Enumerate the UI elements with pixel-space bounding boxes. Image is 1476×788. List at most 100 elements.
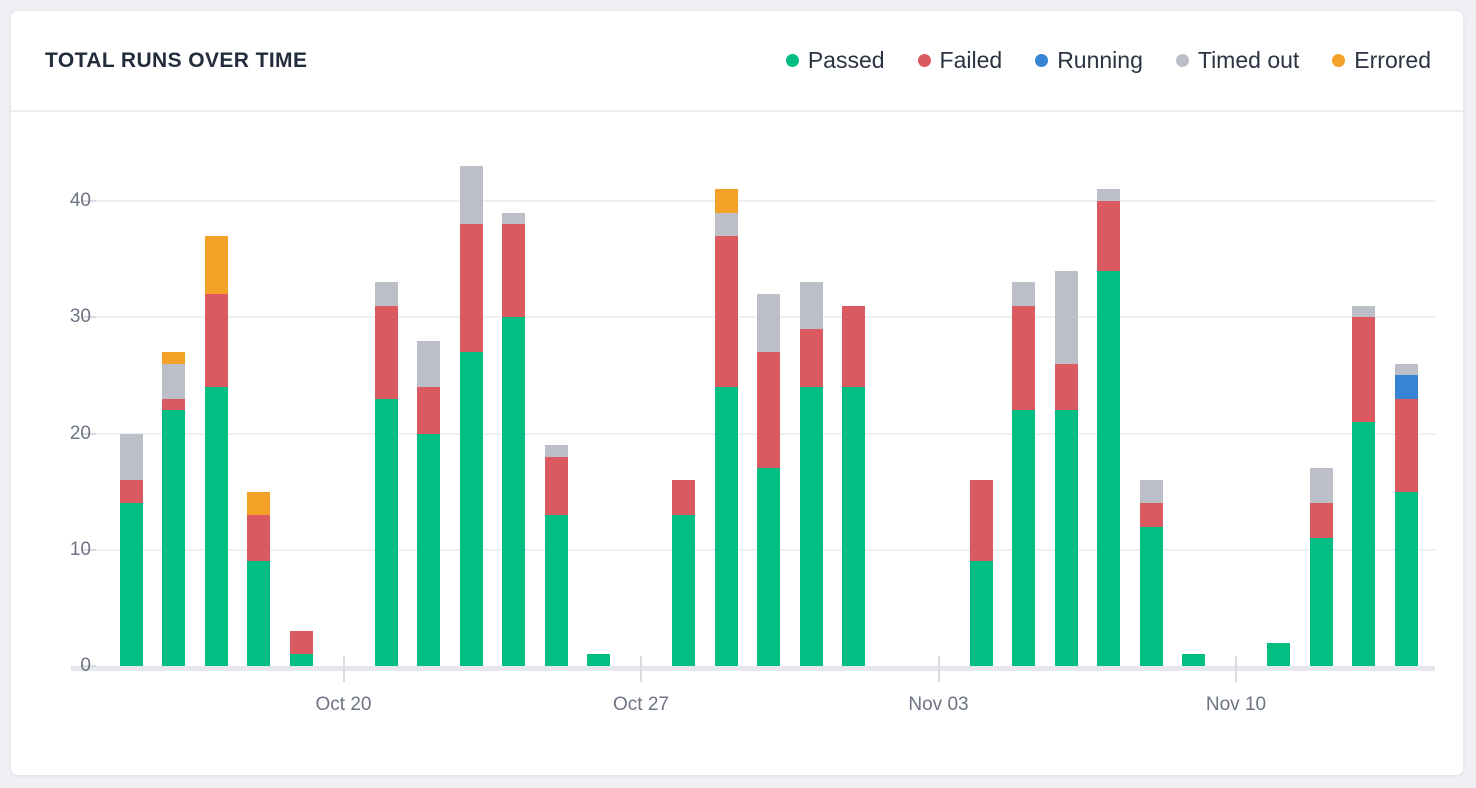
bar-segment-passed: [417, 433, 440, 666]
bar-segment-failed: [417, 387, 440, 434]
bar-segment-passed: [247, 561, 270, 666]
bar-segment-failed: [1054, 363, 1078, 411]
y-tick: [82, 548, 96, 551]
bar-segment-passed: [587, 654, 610, 666]
bar-segment-failed: [842, 305, 865, 387]
bar-segment-errored: [204, 235, 228, 294]
bar-segment-failed: [459, 224, 483, 353]
x-tick-oct-27: [640, 656, 642, 682]
bar-segment-passed: [374, 398, 398, 666]
card-header: TOTAL RUNS OVER TIME Passed Failed Running…: [11, 11, 1463, 112]
bar-segment-timed-out: [417, 340, 440, 387]
bar-segment-failed: [162, 398, 185, 411]
legend-item-timed-out[interactable]: Timed out: [1175, 47, 1300, 74]
bar-segment-failed: [1012, 305, 1035, 411]
y-axis-label: 30: [69, 306, 91, 328]
legend-item-running[interactable]: Running: [1035, 47, 1143, 74]
y-tick: [82, 432, 96, 435]
x-axis-line: [71, 666, 1435, 671]
x-axis-label: Oct 27: [613, 694, 669, 715]
y-axis-label: 40: [69, 190, 91, 211]
bar-segment-passed: [714, 387, 738, 666]
x-axis-label: Oct 20: [315, 694, 372, 715]
bar-segment-passed: [289, 654, 313, 666]
x-axis-label: Nov 10: [1205, 694, 1267, 715]
bar-segment-timed-out: [1352, 305, 1375, 318]
bar-segment-passed: [757, 468, 780, 666]
stacked-bar-chart: 0 10 20 30 40 Oct 20 Oct 27 Nov 03 Nov 10: [11, 11, 1463, 775]
bar-segment-running: [1394, 375, 1418, 399]
y-axis-label: 20: [69, 422, 91, 444]
bar-segment-errored: [714, 189, 738, 213]
bar-segment-timed-out: [1309, 468, 1333, 504]
bar-segment-failed: [544, 456, 568, 515]
bar-segment-failed: [119, 480, 143, 504]
y-tick: [82, 200, 96, 202]
bar-segment-failed: [1352, 317, 1375, 422]
legend: Passed Failed Running Timed out Errored: [785, 47, 1431, 74]
bar-segment-failed: [374, 305, 398, 399]
x-tick-nov-10: [1235, 656, 1237, 682]
bar-segment-failed: [289, 631, 313, 655]
bar-segment-passed: [842, 387, 865, 666]
bar-segment-errored: [247, 491, 270, 515]
legend-label: Errored: [1354, 47, 1431, 73]
bar-segment-passed: [1054, 410, 1078, 666]
bar-segment-passed: [1352, 421, 1375, 666]
bar-segment-passed: [1012, 410, 1035, 666]
bar-segment-failed: [502, 224, 525, 318]
legend-label: Failed: [939, 47, 1003, 73]
bar-segment-failed: [672, 480, 695, 515]
bar-segment-failed: [1309, 503, 1333, 539]
bar-segment-timed-out: [119, 433, 143, 480]
bar-segment-timed-out: [1394, 363, 1418, 376]
bar-segment-timed-out: [459, 166, 483, 225]
gridline-40: [96, 200, 1435, 202]
bar-segment-timed-out: [1012, 282, 1035, 306]
bar-segment-failed: [1097, 201, 1120, 271]
legend-item-failed[interactable]: Failed: [917, 47, 1003, 74]
legend-label: Passed: [807, 47, 885, 73]
bar-segment-failed: [247, 514, 270, 562]
x-axis-label: Nov 03: [908, 694, 969, 715]
legend-label: Timed out: [1197, 47, 1300, 73]
y-tick: [82, 316, 96, 319]
bar-segment-passed: [1097, 270, 1120, 666]
bar-segment-passed: [204, 387, 228, 666]
chart-title: TOTAL RUNS OVER TIME: [45, 48, 308, 72]
bar-segment-passed: [1267, 642, 1290, 666]
bar-segment-errored: [162, 352, 185, 364]
bar-segment-passed: [1394, 491, 1418, 666]
bar-segment-passed: [459, 352, 483, 666]
x-tick-oct-20: [342, 656, 345, 682]
legend-dot-icon: [1035, 54, 1049, 67]
bar-segment-passed: [162, 410, 185, 666]
legend-label: Running: [1057, 47, 1143, 73]
bar-segment-passed: [119, 503, 143, 666]
bar-segment-timed-out: [502, 212, 525, 225]
bar-segment-failed: [204, 294, 228, 387]
bar-segment-passed: [502, 317, 525, 666]
legend-dot-icon: [917, 54, 931, 67]
bar-segment-failed: [714, 235, 738, 387]
legend-dot-icon: [1175, 54, 1189, 67]
bar-segment-failed: [1139, 503, 1163, 527]
bar-segment-timed-out: [544, 445, 568, 457]
bar-segment-timed-out: [162, 363, 185, 399]
bar-segment-failed: [1394, 398, 1418, 492]
legend-dot-icon: [1332, 54, 1346, 67]
legend-dot-icon: [785, 54, 799, 67]
bar-segment-timed-out: [757, 294, 780, 353]
bar-segment-timed-out: [1054, 270, 1078, 364]
y-axis-label: 0: [80, 655, 91, 676]
total-runs-card: TOTAL RUNS OVER TIME Passed Failed Running…: [10, 10, 1464, 776]
legend-item-errored[interactable]: Errored: [1332, 47, 1431, 74]
bar-segment-failed: [969, 480, 993, 562]
bar-segment-passed: [969, 561, 993, 666]
bar-segment-failed: [799, 328, 823, 387]
legend-item-passed[interactable]: Passed: [785, 47, 885, 74]
bar-segment-timed-out: [714, 212, 738, 236]
y-tick: [82, 665, 96, 667]
bar-segment-passed: [1139, 526, 1163, 666]
bar-segment-passed: [1309, 538, 1333, 666]
